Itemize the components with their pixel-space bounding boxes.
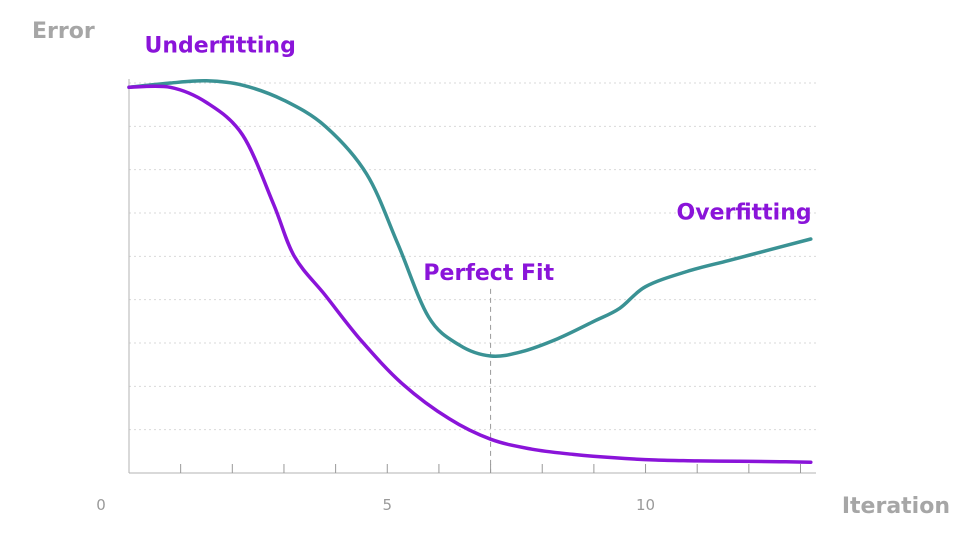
annotation-underfitting: Underfitting	[144, 34, 295, 59]
purple-error-line	[127, 84, 813, 464]
axes	[128, 79, 816, 474]
y-axis-title: Error	[32, 19, 95, 44]
x-tick-label-0: 0	[96, 496, 106, 514]
annotations: Underfitting Perfect Fit Overfitting	[144, 34, 811, 286]
teal-error-line	[127, 79, 813, 358]
x-axis-title: Iteration	[842, 494, 950, 519]
series-lines	[127, 79, 813, 464]
x-tick-label-10: 10	[636, 496, 655, 514]
x-tick-label-5: 5	[382, 496, 392, 514]
x-tick-labels: 0 5 10	[96, 496, 655, 514]
grid-lines	[129, 82, 816, 431]
x-tick-marks	[180, 464, 802, 473]
annotation-perfect-fit: Perfect Fit	[423, 261, 554, 286]
annotation-overfitting: Overfitting	[677, 201, 812, 226]
